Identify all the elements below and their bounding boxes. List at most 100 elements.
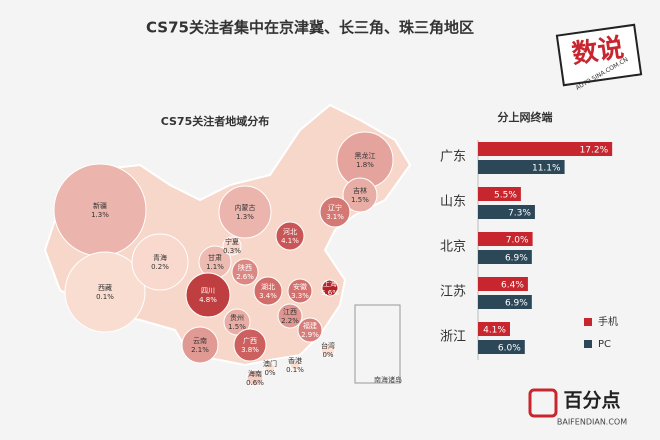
bar [478,160,565,174]
region-value: 1.3% [236,213,254,221]
region-name: 澳门 [263,359,277,368]
region-name: 贵州 [230,313,244,322]
page-title: CS75关注者集中在京津冀、长三角、珠三角地区 [146,19,474,37]
region [181,326,219,364]
region-name: 黑龙江 [355,151,376,160]
region-name: 广西 [243,336,257,345]
region-value: 3.1% [326,213,344,221]
region-value: 4.8% [199,296,217,304]
map-title: CS75关注者地域分布 [161,114,270,128]
region [321,279,339,297]
bar [478,322,510,336]
region-name: 江西 [283,308,297,316]
value-label: 6.9% [505,299,528,309]
value-label: 7.0% [506,236,529,246]
region-value: 1.1% [206,263,224,271]
region-name: 河北 [283,228,297,236]
footer-icon [528,388,558,418]
region [319,196,351,228]
region-value: 1.5% [351,196,369,204]
category-label: 广东 [440,150,466,165]
region [253,276,283,306]
region-name: 新疆 [93,201,107,210]
value-label: 17.2% [580,146,609,156]
value-label: 11.1% [532,164,561,174]
region-value: 1.3% [91,211,109,219]
region-name: 海南 [248,369,262,378]
region-value: 0.3% [223,247,241,255]
legend-label: PC [598,339,611,350]
region-name: 青海 [153,253,167,262]
region [264,362,276,374]
category-label: 浙江 [440,330,466,345]
region [233,328,267,362]
region-name: 辽宁 [328,203,342,212]
logo: 数说 AUTO.SINA.COM.CN [555,23,643,92]
region [53,163,147,257]
value-label: 6.0% [498,344,521,354]
region [287,278,313,304]
region [277,303,303,329]
region-value: 0.6% [246,379,264,387]
bar [478,232,533,246]
bar [478,250,532,264]
region-value: 4.1% [281,237,299,245]
region-name: 香港 [288,356,302,365]
region-name: 湖北 [261,282,275,291]
region [246,369,264,387]
region-name: 吉林 [353,186,367,195]
region [342,177,378,213]
region-value: 0.2% [151,263,169,271]
region-value: 2.1% [191,346,209,354]
bar [478,295,532,309]
region-name: 甘肃 [208,253,222,262]
region [275,221,305,251]
footer-brand: 百分点 [563,390,620,412]
bar [478,142,613,156]
region [297,317,323,343]
region-name: 内蒙古 [235,203,256,212]
bar-title: 分上网终端 [498,110,553,124]
region-value: 0.1% [286,366,304,374]
region-value: 5.6% [321,289,339,297]
category-label: 山东 [440,195,466,210]
value-label: 7.3% [508,209,531,219]
region [131,233,189,291]
region-name: 陕西 [238,263,252,272]
legend-label: 手机 [598,315,618,328]
logo-box [555,23,643,87]
region-value: 0% [264,369,275,377]
legend-swatch [584,340,592,348]
charts: 新疆1.3%西藏0.1%青海0.2%甘肃1.1%宁夏0.3%内蒙古1.3%黑龙江… [53,131,618,387]
region-name: 四川 [201,287,215,295]
category-label: 江苏 [440,284,466,300]
region-name: 宁夏 [225,237,239,246]
region-value: 0.1% [96,293,114,301]
legend-swatch [584,318,592,326]
region-value: 2.9% [301,331,319,339]
region-name: 西藏 [98,283,112,292]
logo-text: 数说 [570,33,626,70]
category-label: 北京 [440,240,466,255]
region-value: 1.5% [228,323,246,331]
region [222,236,242,256]
footer-url: BAIFENDIAN.COM [557,418,627,427]
bar [478,187,521,201]
region-name: 上海 [323,279,337,288]
region-value: 3.8% [241,346,259,354]
region-name: 云南 [193,336,207,345]
bar [478,277,528,291]
region-value: 0% [322,351,333,359]
region-name: 福建 [303,321,317,330]
region [289,359,301,371]
region-value: 3.4% [259,292,277,300]
footer-logo: 百分点 BAIFENDIAN.COM [528,388,627,427]
region [231,258,259,286]
region [185,272,231,318]
region-value: 3.3% [291,292,309,300]
region-value: 2.6% [236,273,254,281]
inset-box [354,304,401,384]
value-label: 6.4% [501,281,524,291]
region-value: 1.8% [356,161,374,169]
